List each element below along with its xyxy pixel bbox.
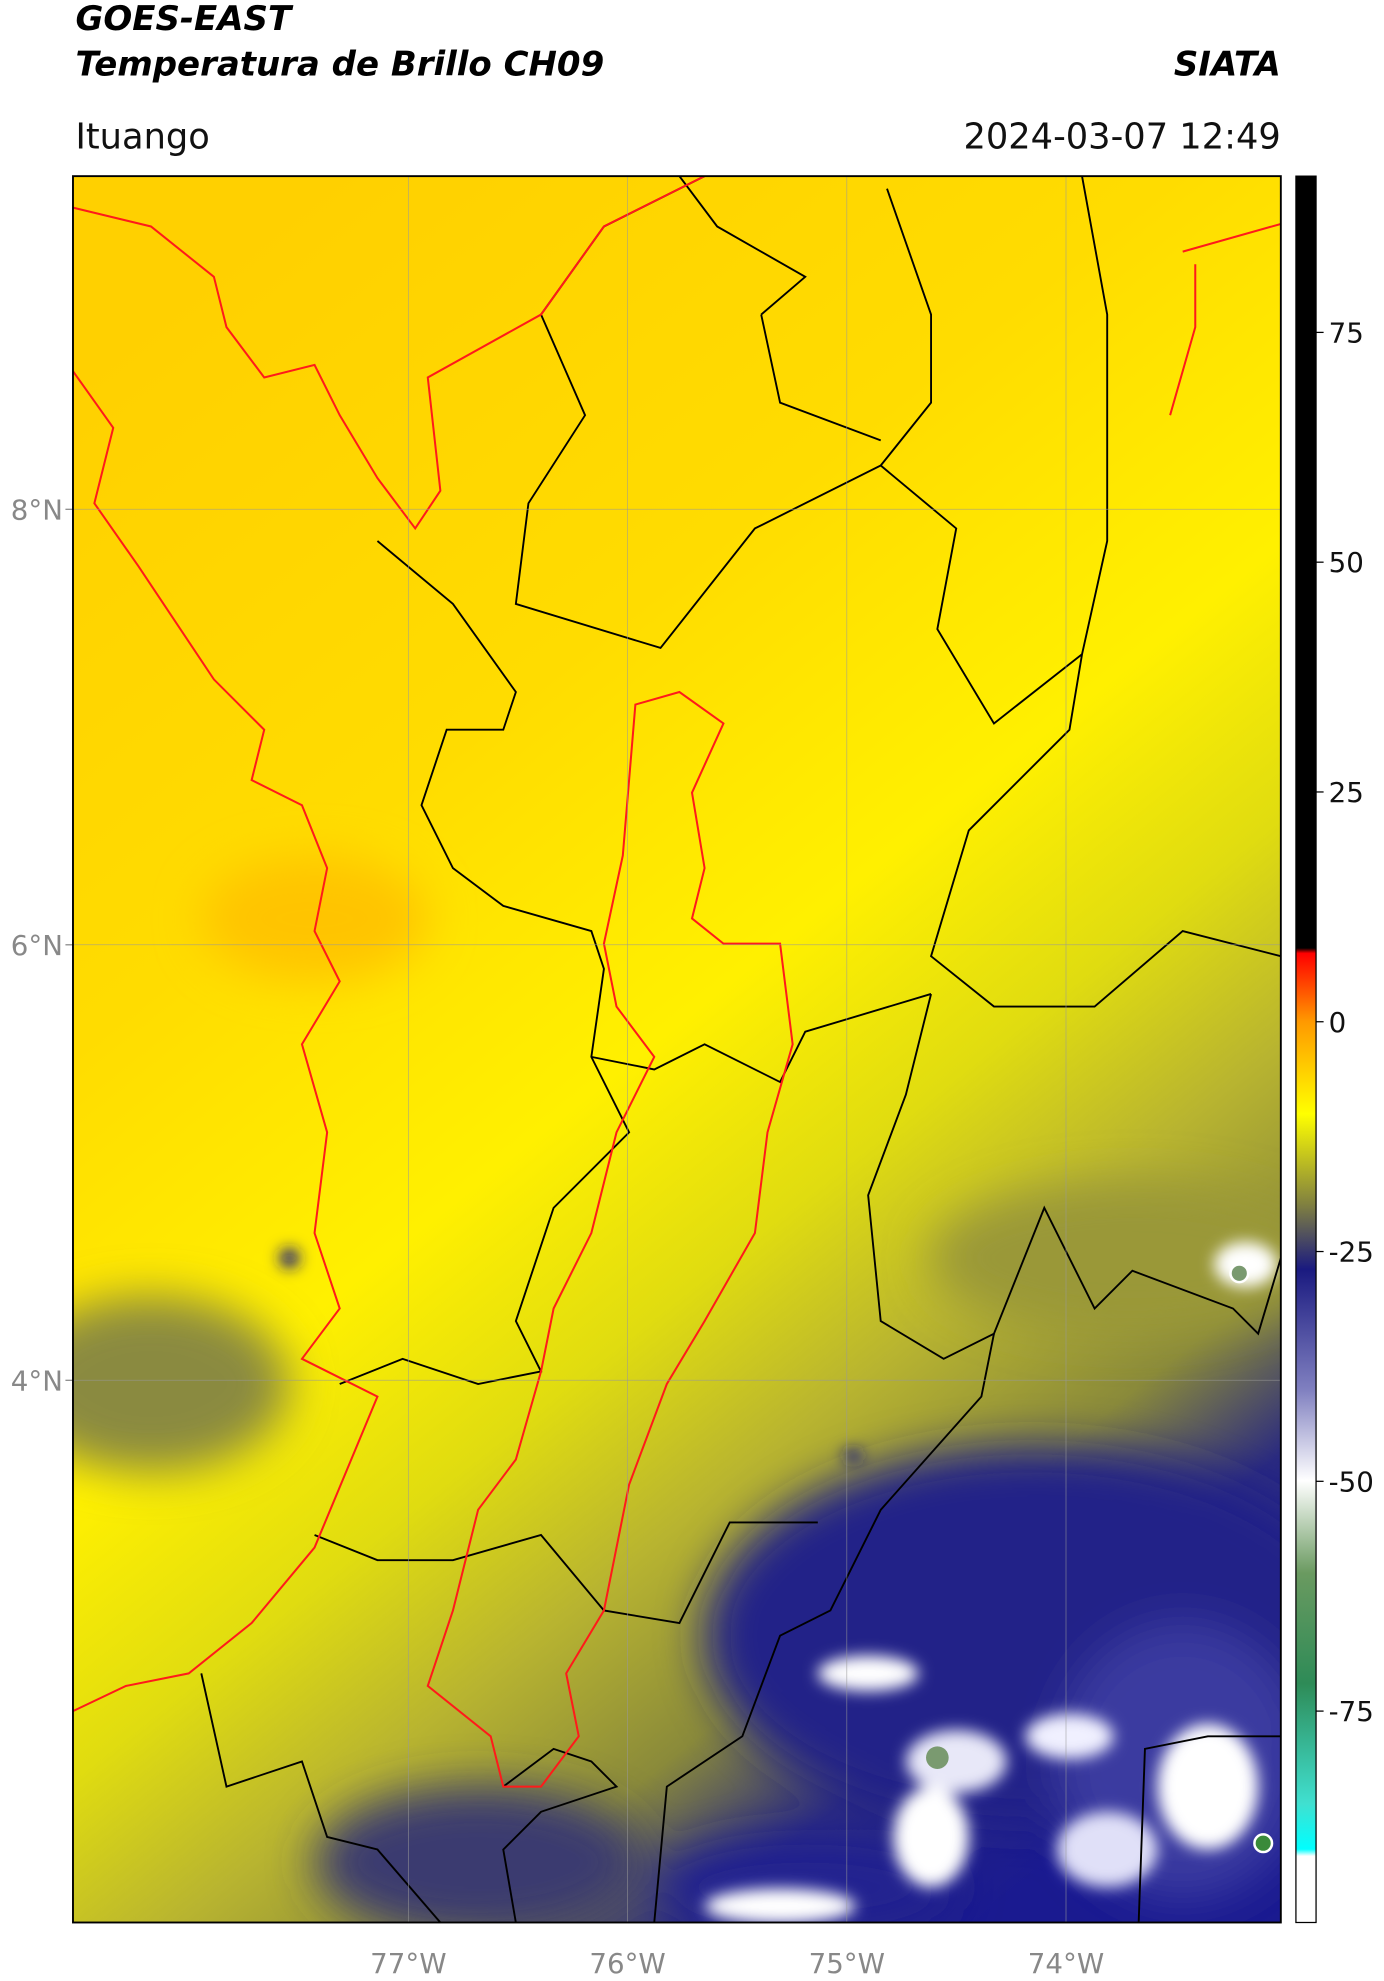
colorbar-tick-label: -75 [1329,1695,1374,1728]
lon-tick-label: 75°W [809,1947,885,1980]
colorbar-tick-label: 0 [1329,1006,1347,1039]
colorbar [1295,175,1317,1924]
colorbar-tick-label: -25 [1329,1236,1374,1269]
colorbar-tick-label: 50 [1329,546,1364,579]
lat-tick-label: 8°N [11,493,63,526]
timestamp: 2024-03-07 12:49 [963,116,1280,157]
lat-tick-label: 4°N [11,1364,63,1397]
colorbar-tick-label: -50 [1329,1465,1374,1498]
lon-tick-label: 76°W [589,1947,665,1980]
satellite-image [72,176,1281,1923]
coastline [72,176,1281,1788]
colorbar-tick-label: 25 [1329,776,1364,809]
region: Ituango [75,116,209,157]
map-frame [72,175,1282,1924]
title: Temperatura de Brillo CH09 [75,44,604,84]
title: GOES-EAST [75,0,293,39]
lat-tick-label: 6°N [11,929,63,962]
lon-tick-label: 77°W [370,1947,446,1980]
lon-tick-label: 74°W [1028,1947,1104,1980]
graticule: 77°W 76°W 75°W 74°W 8°N 6°N 4°N [11,176,1281,1980]
source: SIATA [1174,44,1281,84]
colorbar-tick-label: 75 [1329,316,1364,349]
